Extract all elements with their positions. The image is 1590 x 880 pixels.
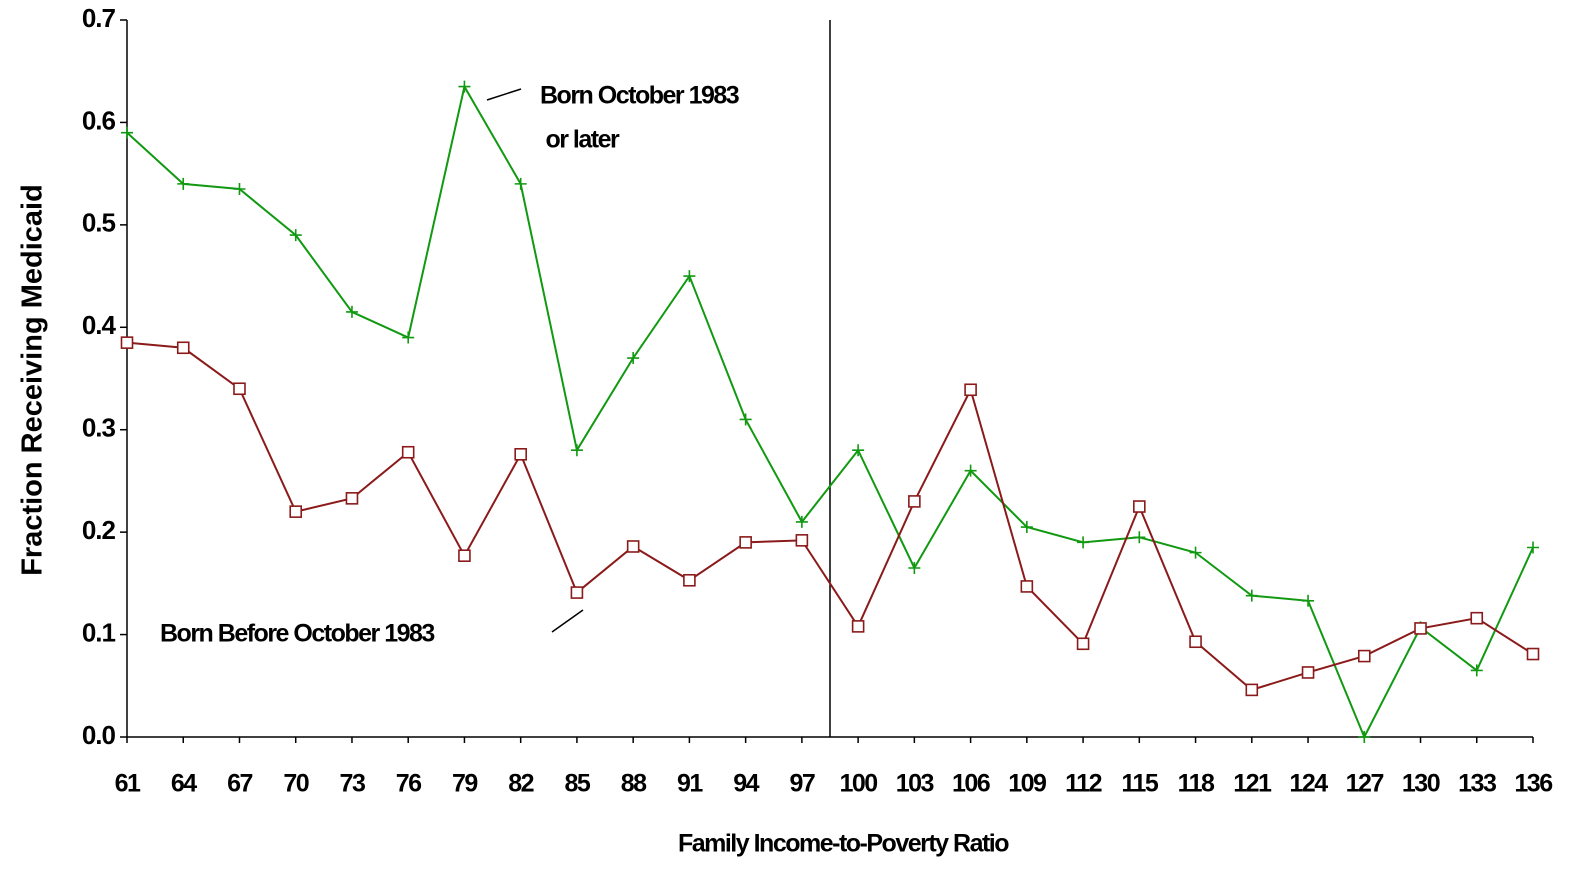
x-tick-label: 64	[171, 770, 197, 798]
marker	[120, 336, 134, 349]
y-tick-label: 0.3	[82, 413, 116, 443]
y-tick-label: 0.5	[82, 208, 116, 238]
marker	[345, 492, 359, 505]
y-tick-label: 0.4	[82, 310, 117, 340]
marker	[1357, 649, 1371, 663]
y-tick-label: 0.1	[82, 617, 116, 647]
x-tick-label: 94	[733, 770, 759, 798]
marker	[401, 445, 415, 459]
x-axis-title: Family Income-to-Poverty Ratio	[678, 830, 1009, 858]
marker	[964, 464, 977, 477]
x-tick-label: 76	[396, 770, 421, 798]
marker	[121, 126, 133, 139]
marker	[1133, 531, 1146, 544]
x-tick-label: 91	[677, 770, 703, 798]
marker	[1245, 589, 1258, 602]
marker	[908, 561, 921, 574]
marker	[1076, 637, 1090, 651]
marker	[964, 383, 977, 397]
marker	[1527, 541, 1539, 554]
y-tick-label: 0.2	[82, 515, 116, 545]
marker	[1302, 594, 1315, 607]
x-tick-label: 127	[1346, 770, 1384, 798]
marker	[1245, 683, 1259, 697]
marker	[1414, 622, 1427, 635]
marker	[626, 540, 640, 553]
series-line	[126, 83, 1534, 740]
x-tick-label: 121	[1233, 770, 1272, 798]
y-tick-label: 0.7	[82, 3, 116, 33]
annotation: or later	[540, 126, 620, 154]
x-tick-label: 85	[565, 770, 591, 798]
x-tick-label: 100	[840, 770, 878, 798]
y-tick-label: 0.0	[82, 720, 116, 750]
x-tick-label: 73	[340, 770, 365, 798]
marker	[683, 270, 696, 283]
marker	[177, 177, 190, 190]
y-axis-title: Fraction Receiving Medicaid	[17, 184, 49, 576]
annotation-pointer	[486, 88, 522, 101]
marker	[852, 444, 865, 457]
marker	[739, 536, 752, 549]
marker	[402, 331, 415, 344]
marker	[1301, 666, 1315, 679]
marker	[1020, 580, 1034, 593]
marker	[514, 177, 527, 190]
marker	[570, 586, 584, 599]
marker	[851, 620, 865, 633]
marker	[345, 305, 358, 318]
x-tick-label: 130	[1402, 770, 1440, 798]
annotation: Born Before October 1983	[160, 620, 434, 648]
x-tick-label: 103	[896, 770, 934, 798]
marker	[1020, 521, 1033, 534]
marker	[627, 352, 640, 365]
marker	[233, 183, 246, 196]
x-tick-label: 115	[1121, 770, 1158, 798]
x-tick-label: 112	[1065, 770, 1101, 798]
series-line	[126, 341, 1534, 692]
marker	[795, 534, 809, 547]
marker	[514, 447, 527, 461]
marker	[1526, 647, 1540, 661]
marker	[1189, 546, 1202, 559]
marker	[570, 444, 583, 457]
marker	[795, 515, 808, 528]
marker	[1470, 611, 1484, 625]
x-tick-label: 118	[1178, 770, 1215, 798]
x-tick-label: 124	[1289, 770, 1328, 798]
marker	[739, 413, 752, 426]
x-tick-label: 70	[283, 770, 308, 798]
x-tick-label: 97	[789, 770, 814, 798]
marker	[1189, 635, 1202, 649]
x-tick-label: 79	[452, 770, 477, 798]
marker	[233, 382, 246, 396]
marker	[176, 341, 190, 355]
y-tick-label: 0.6	[82, 105, 116, 135]
marker	[289, 229, 302, 242]
marker	[683, 573, 696, 587]
x-tick-label: 82	[508, 770, 533, 798]
marker	[289, 505, 303, 518]
x-tick-label: 106	[952, 770, 990, 798]
marker	[1358, 731, 1371, 743]
x-tick-label: 109	[1008, 770, 1046, 798]
x-tick-label: 136	[1514, 770, 1552, 798]
marker	[1133, 500, 1146, 513]
marker	[1470, 664, 1483, 677]
marker	[1077, 536, 1090, 549]
marker	[458, 549, 471, 563]
x-tick-label: 133	[1458, 770, 1496, 798]
marker	[458, 80, 471, 93]
x-tick-label: 88	[621, 770, 647, 798]
x-tick-label: 61	[115, 770, 141, 798]
annotation-pointer	[551, 609, 584, 633]
x-tick-label: 67	[227, 770, 252, 798]
marker	[908, 495, 921, 508]
annotation: Born October 1983	[540, 82, 739, 110]
